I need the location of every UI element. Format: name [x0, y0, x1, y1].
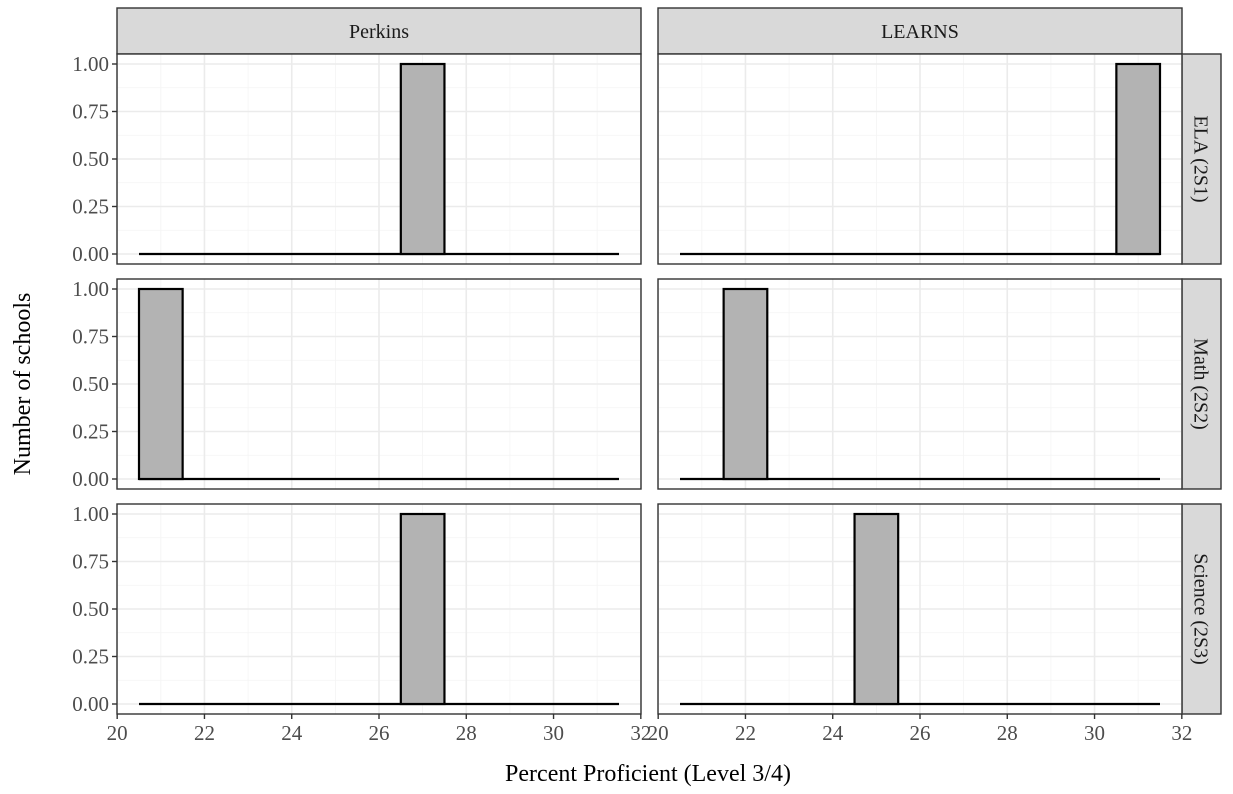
y-tick-label: 0.75: [72, 325, 109, 349]
x-tick-label: 22: [735, 721, 756, 745]
y-tick-label: 0.50: [72, 372, 109, 396]
y-axis-title: Number of schools: [10, 293, 36, 476]
x-tick-label: 24: [281, 721, 303, 745]
x-tick-label: 20: [107, 721, 128, 745]
histogram-bar: [722, 287, 769, 481]
y-tick-label: 0.50: [72, 147, 109, 171]
x-axis-title: Percent Proficient (Level 3/4): [505, 761, 791, 787]
row-strip: [1181, 503, 1222, 715]
y-tick-label: 1.00: [72, 277, 109, 301]
y-tick-label: 0.00: [72, 692, 109, 716]
panel: 0.00 0.25 0.50 0.75 1.00: [72, 277, 642, 491]
histogram-bar: [137, 287, 184, 481]
row-strip-label: ELA (2S1): [1190, 115, 1212, 202]
row-strip-label: Science (2S3): [1190, 553, 1212, 665]
x-tick-label: 24: [822, 721, 844, 745]
row-strip-label: Math (2S2): [1190, 338, 1212, 430]
y-tick-label: 0.25: [72, 420, 109, 444]
panel-border: [657, 53, 1183, 265]
panel: [657, 53, 1183, 265]
panels-layer: Perkins LEARNS ELA (2S1) Math (2S2) Science …: [72, 7, 1222, 745]
x-tick-label: 26: [910, 721, 931, 745]
y-tick-label: 0.75: [72, 100, 109, 124]
panel: [657, 278, 1183, 490]
histogram-bar: [399, 62, 446, 256]
x-tick-label: 28: [456, 721, 477, 745]
x-tick-label: 20: [648, 721, 669, 745]
y-tick-label: 0.00: [72, 242, 109, 266]
x-tick-label: 32: [630, 721, 651, 745]
column-strip-label: Perkins: [349, 21, 409, 43]
y-tick-label: 0.25: [72, 195, 109, 219]
histogram-bar: [853, 512, 900, 706]
y-tick-label: 0.25: [72, 645, 109, 669]
y-tick-label: 0.75: [72, 550, 109, 574]
y-tick-label: 0.50: [72, 597, 109, 621]
y-tick-label: 0.00: [72, 467, 109, 491]
panel: 0.00 0.25 0.50 0.75 1.00: [72, 52, 642, 266]
row-strip: [1181, 53, 1222, 265]
column-strip-learns: [657, 7, 1183, 55]
column-strip-perkins: [116, 7, 642, 55]
histogram-bar: [1115, 62, 1162, 256]
y-tick-label: 1.00: [72, 502, 109, 526]
histogram-bar: [399, 512, 446, 706]
x-tick-label: 30: [1084, 721, 1105, 745]
panel: 0.00 0.25 0.50 0.75 1.00 20 22 24 26 28 30 32: [72, 502, 651, 745]
y-tick-label: 1.00: [72, 52, 109, 76]
panel: 20 22 24 26 28 30 32: [648, 503, 1192, 745]
x-tick-label: 32: [1171, 721, 1192, 745]
row-strip: [1181, 278, 1222, 490]
x-tick-label: 22: [194, 721, 215, 745]
x-tick-label: 30: [543, 721, 564, 745]
x-tick-label: 28: [997, 721, 1018, 745]
panel-border: [657, 278, 1183, 490]
column-strip-label: LEARNS: [881, 21, 959, 43]
x-tick-label: 26: [369, 721, 390, 745]
